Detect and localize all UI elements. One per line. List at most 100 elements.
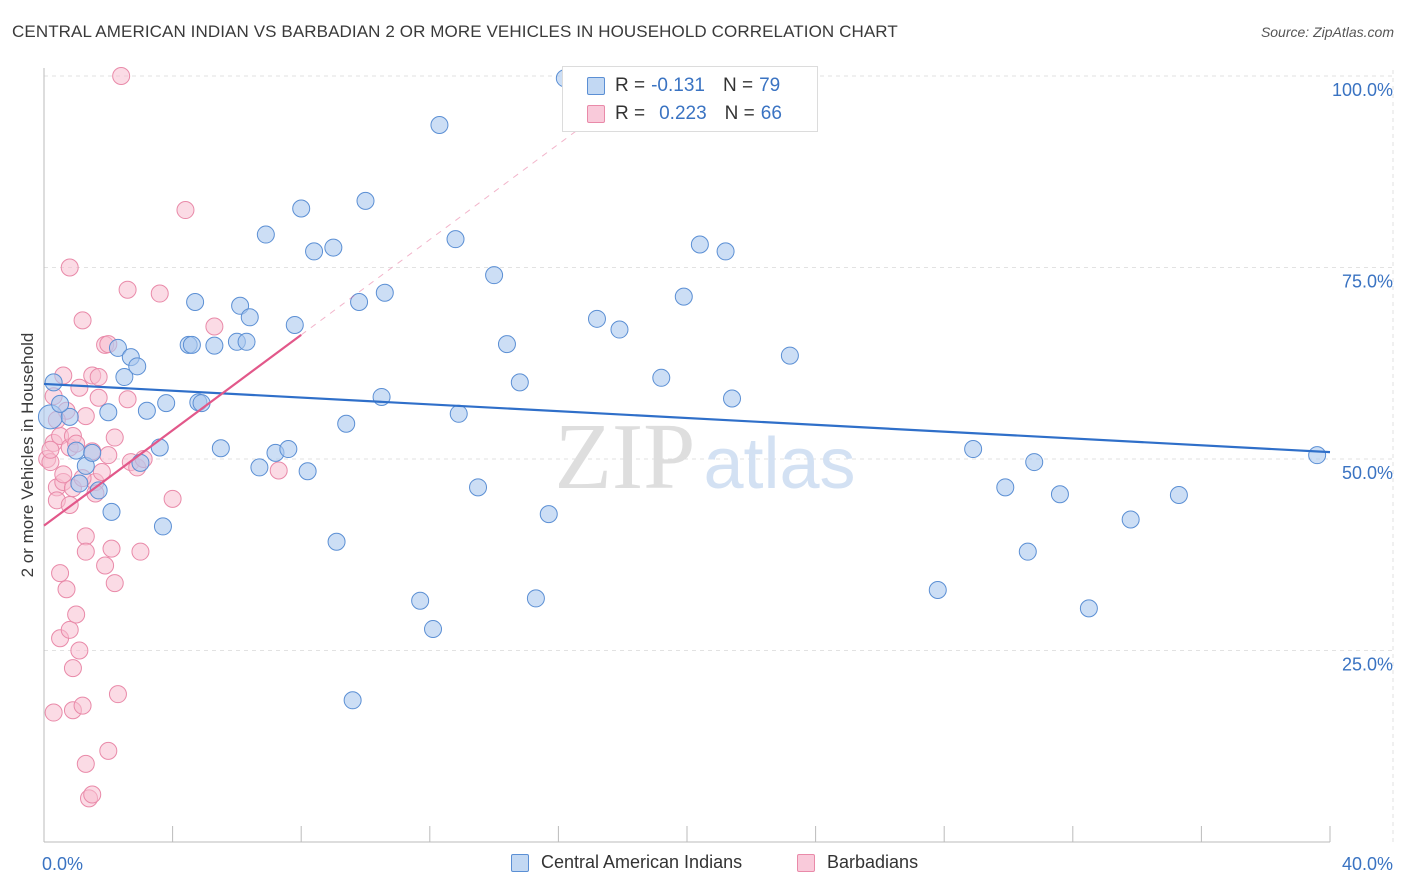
chart-title: CENTRAL AMERICAN INDIAN VS BARBADIAN 2 O… <box>12 22 898 41</box>
y-tick-label: 50.0% <box>1342 463 1393 483</box>
central-american-indian-point <box>411 591 430 610</box>
barbadian-point <box>131 542 150 561</box>
r-value: -0.131 <box>651 75 705 96</box>
central-american-indian-point <box>610 320 629 339</box>
barbadian-point <box>76 754 95 773</box>
central-american-indian-point <box>128 357 147 376</box>
barbadian-point <box>44 703 63 722</box>
central-american-indian-point <box>1308 446 1327 465</box>
barbadian-point <box>99 446 118 465</box>
barbadian-point <box>51 564 70 583</box>
central-american-indian-point <box>337 414 356 433</box>
series-legend: Central American Indians Barbadians <box>0 850 1406 880</box>
central-american-indian-point <box>996 478 1015 497</box>
central-american-indian-point <box>67 441 86 460</box>
central-american-indian-point <box>182 335 201 354</box>
watermark-zip: ZIP <box>554 405 695 509</box>
central-american-indian-point <box>652 368 671 387</box>
r-label: R = <box>615 103 646 124</box>
central-american-indian-point <box>446 230 465 249</box>
central-american-indian-point <box>279 440 298 459</box>
central-american-indian-point <box>1079 599 1098 618</box>
central-american-indian-point <box>99 403 118 422</box>
barbadian-point <box>92 463 111 482</box>
central-american-indian-point <box>356 191 375 210</box>
central-american-indian-points <box>37 67 1327 710</box>
central-american-indian-point <box>108 338 127 357</box>
legend-item-central-american-indians[interactable]: Central American Indians <box>511 852 742 873</box>
central-american-indian-point <box>469 478 488 497</box>
central-american-indian-point <box>240 308 259 327</box>
central-american-indian-point <box>526 589 545 608</box>
central-american-indian-point <box>485 266 504 285</box>
barbadian-point <box>54 465 73 484</box>
central-american-indian-point <box>285 315 304 334</box>
legend-label: Central American Indians <box>541 852 743 872</box>
pink-trend-extension <box>300 108 607 336</box>
source-label: Source: ZipAtlas.com <box>1260 24 1394 40</box>
barbadian-point <box>67 605 86 624</box>
barbadian-point <box>63 659 82 678</box>
correlation-legend: R = -0.131 N = 79 R = 0.223 N = 66 <box>562 66 818 132</box>
barbadian-point <box>70 378 89 397</box>
central-american-indian-point <box>131 453 150 472</box>
central-american-indian-point <box>674 287 693 306</box>
barbadian-point <box>112 67 131 85</box>
central-american-indian-point <box>237 332 256 351</box>
barbadian-point <box>108 685 127 704</box>
central-american-indian-point <box>186 292 205 311</box>
central-american-indian-point <box>150 438 169 457</box>
barbadian-point <box>76 542 95 561</box>
barbadian-point <box>163 489 182 508</box>
n-value: 79 <box>759 75 781 96</box>
barbadian-point <box>60 620 79 639</box>
barbadian-point <box>118 280 137 299</box>
central-american-indian-point <box>497 335 516 354</box>
central-american-indian-point <box>70 474 89 493</box>
barbadian-point <box>102 539 121 558</box>
central-american-indian-point <box>250 458 269 477</box>
trend-lines <box>43 108 1331 527</box>
blue-trend-line <box>43 382 1331 454</box>
y-tick-label: 100.0% <box>1332 80 1393 100</box>
r-label: R = <box>615 75 646 96</box>
central-american-indian-point <box>343 691 362 710</box>
n-value: 66 <box>760 103 782 124</box>
central-american-indian-point <box>1121 510 1140 529</box>
barbadian-point <box>99 741 118 760</box>
legend-item-barbadians[interactable]: Barbadians <box>797 852 918 873</box>
legend-row-pink: R = 0.223 N = 66 <box>587 100 782 128</box>
y-tick-label: 25.0% <box>1342 655 1393 675</box>
legend-row-blue: R = -0.131 N = 79 <box>587 72 780 100</box>
barbadian-point <box>76 407 95 426</box>
central-american-indian-point <box>298 462 317 481</box>
central-american-indian-point <box>1050 485 1069 504</box>
central-american-indian-point <box>690 235 709 254</box>
central-american-indian-point <box>305 242 324 261</box>
central-american-indian-point <box>256 225 275 244</box>
n-label: N = <box>722 75 754 96</box>
barbadian-point <box>70 641 89 660</box>
barbadian-point <box>57 580 76 599</box>
blue-swatch-icon <box>511 853 529 872</box>
y-tick-label: 75.0% <box>1342 272 1393 292</box>
central-american-indian-point <box>1025 453 1044 472</box>
central-american-indian-point <box>539 505 558 524</box>
barbadian-point <box>83 785 102 804</box>
axes <box>43 68 1331 843</box>
central-american-indian-point <box>44 373 63 392</box>
barbadian-point <box>89 368 108 387</box>
watermark-atlas: atlas <box>703 424 855 504</box>
pink-swatch-icon <box>797 853 815 872</box>
legend-label: Barbadians <box>827 852 919 872</box>
barbadian-point <box>105 428 124 447</box>
central-american-indian-point <box>327 532 346 551</box>
central-american-indian-point <box>449 404 468 423</box>
central-american-indian-point <box>350 292 369 311</box>
central-american-indian-point <box>205 336 224 355</box>
central-american-indian-point <box>1169 486 1188 505</box>
barbadian-point <box>269 461 288 480</box>
barbadian-point <box>41 440 60 459</box>
barbadian-point <box>118 390 137 409</box>
central-american-indian-point <box>153 517 172 536</box>
